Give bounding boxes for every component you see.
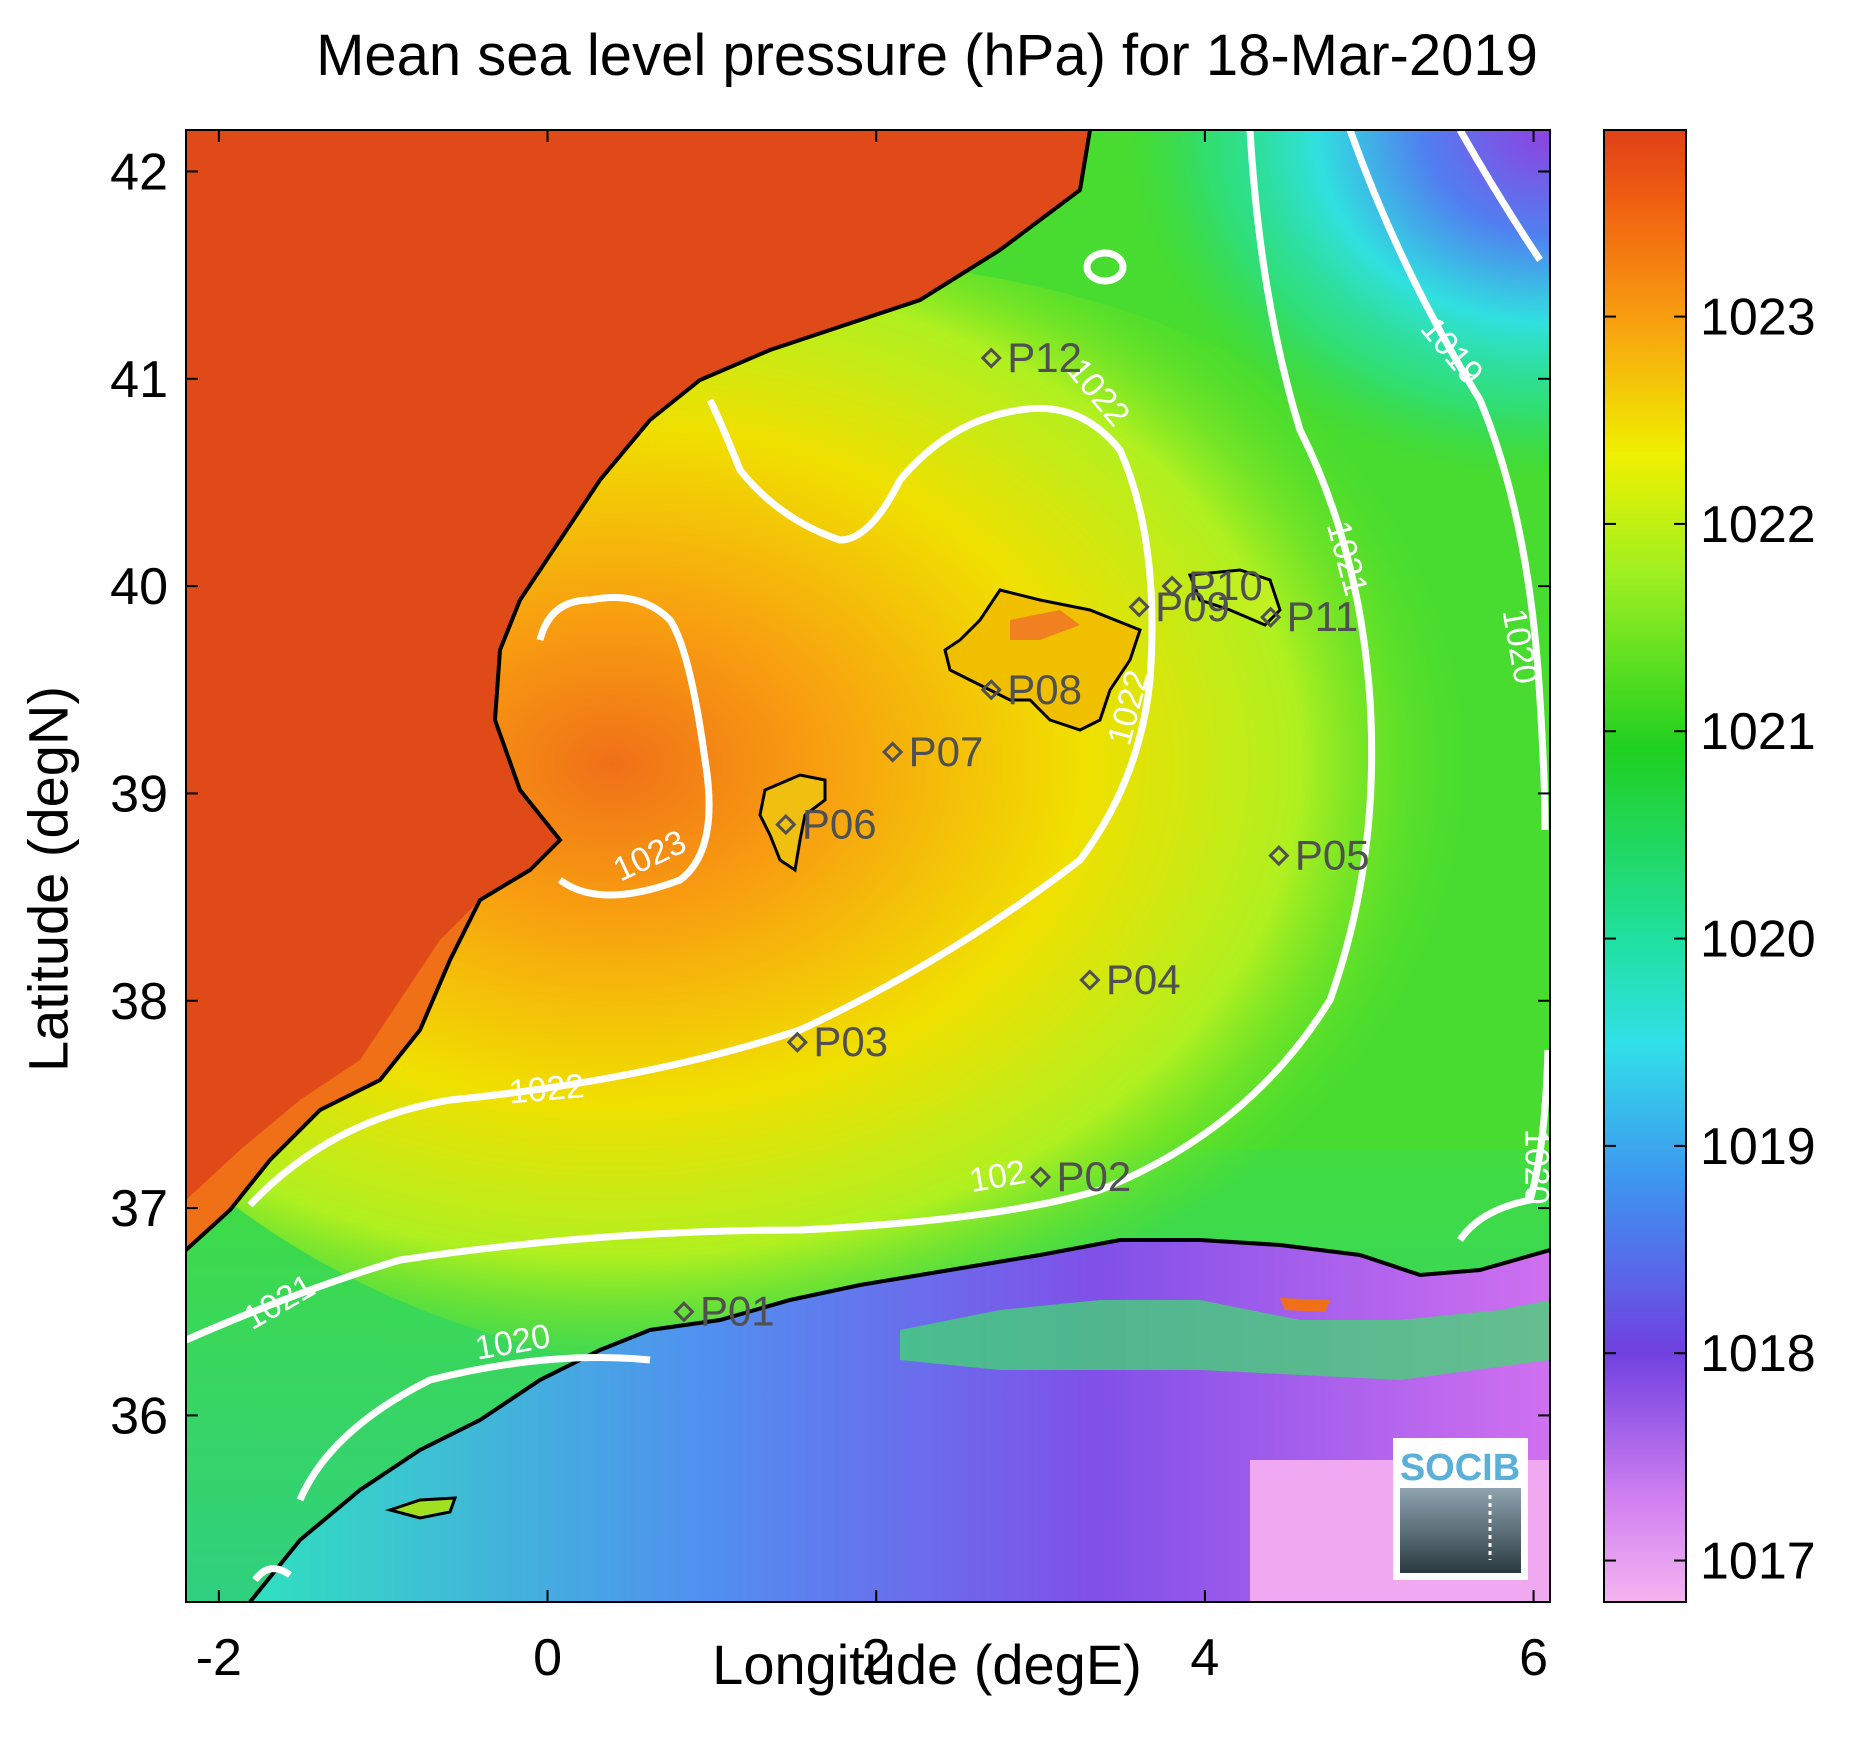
isobar-1021 <box>186 130 1376 1344</box>
mallorca-island <box>943 588 1142 732</box>
station-marker <box>673 1301 695 1323</box>
y-tick-label: 42 <box>110 143 168 201</box>
iberia-coastline <box>186 130 1092 1252</box>
station-label: P06 <box>802 801 877 848</box>
africa-coastline <box>248 1238 1550 1602</box>
x-tick-label: 6 <box>1519 1629 1548 1687</box>
axes-ticks: -2 0 2 4 6 36 37 38 39 40 41 42 <box>110 130 1550 1687</box>
station-marker <box>980 347 1002 369</box>
contour-label: 1020 <box>1517 1129 1555 1205</box>
station-label: P04 <box>1106 956 1181 1003</box>
y-axis-label: Latitude (degN) <box>16 685 80 1073</box>
chart-title: Mean sea level pressure (hPa) for 18-Mar… <box>316 23 1538 88</box>
station-label: P01 <box>700 1288 775 1335</box>
x-tick-label: -2 <box>196 1629 242 1687</box>
station-label: P05 <box>1295 832 1370 879</box>
colorbar-tick-label: 1019 <box>1700 1118 1816 1176</box>
colorbar-tick-label: 1023 <box>1700 289 1816 347</box>
station-marker <box>1161 575 1183 597</box>
station-marker <box>1128 596 1150 618</box>
isobar-1022-main <box>247 398 1156 1208</box>
colorbar-tick-label: 1021 <box>1700 703 1816 761</box>
x-axis-label: Longitude (degE) <box>712 1633 1142 1696</box>
isobar-1019 <box>1456 130 1543 262</box>
socib-logo: SOCIB <box>1393 1438 1528 1580</box>
colorbar-tick-label: 1017 <box>1700 1533 1816 1591</box>
menorca-island <box>1187 568 1282 627</box>
station-marker <box>882 741 904 763</box>
alboran-island <box>384 1496 458 1520</box>
x-tick-label: 0 <box>533 1629 562 1687</box>
iberia-land-field <box>186 130 1090 1250</box>
y-tick-label: 37 <box>110 1180 168 1238</box>
colorbar: 1017 1018 1019 1020 1021 1022 1023 <box>1603 129 1816 1603</box>
station-marker <box>775 813 797 836</box>
station-marker <box>1079 969 1101 991</box>
x-tick-label: 4 <box>1190 1629 1219 1687</box>
isobar-1020-south <box>296 1354 651 1502</box>
contour-labels: 1023102210221022102110210211020102010201… <box>237 310 1556 1368</box>
station-label: P10 <box>1188 562 1263 609</box>
isobar-1023 <box>536 594 713 899</box>
station-marker <box>980 679 1002 701</box>
isobar-1020-east <box>1346 130 1549 831</box>
y-tick-label: 36 <box>110 1387 168 1445</box>
isobar-1020-south-west <box>252 1565 293 1583</box>
isobar-1020-east-lower <box>1457 1049 1550 1243</box>
socib-logo-text: SOCIB <box>1400 1447 1520 1489</box>
station-marker <box>786 1031 808 1053</box>
station-label: P08 <box>1007 666 1082 713</box>
station-marker <box>1268 845 1290 867</box>
station-label: P02 <box>1057 1153 1132 1200</box>
y-tick-label: 41 <box>110 351 168 409</box>
x-tick-label: 2 <box>862 1629 891 1687</box>
y-tick-label: 40 <box>110 558 168 616</box>
station-label: P12 <box>1007 334 1082 381</box>
isobar-closed-small <box>1083 249 1127 285</box>
station-label: P11 <box>1287 593 1359 640</box>
colorbar-tick-label: 1020 <box>1700 911 1816 969</box>
y-tick-label: 38 <box>110 973 168 1031</box>
station-label: P03 <box>813 1018 888 1065</box>
pressure-field <box>186 130 1550 1602</box>
plot-frame <box>185 129 1551 1603</box>
station-marker <box>1029 1166 1052 1188</box>
colorbar-tick-label: 1022 <box>1700 496 1816 554</box>
y-tick-label: 39 <box>110 765 168 823</box>
station-marker <box>1260 606 1282 628</box>
isobar-contours <box>186 130 1550 1583</box>
colorbar-gradient <box>1603 129 1687 1603</box>
contour-label: 1022 <box>507 1067 586 1111</box>
station-label: P07 <box>909 728 984 775</box>
colorbar-tick-label: 1018 <box>1700 1325 1816 1383</box>
